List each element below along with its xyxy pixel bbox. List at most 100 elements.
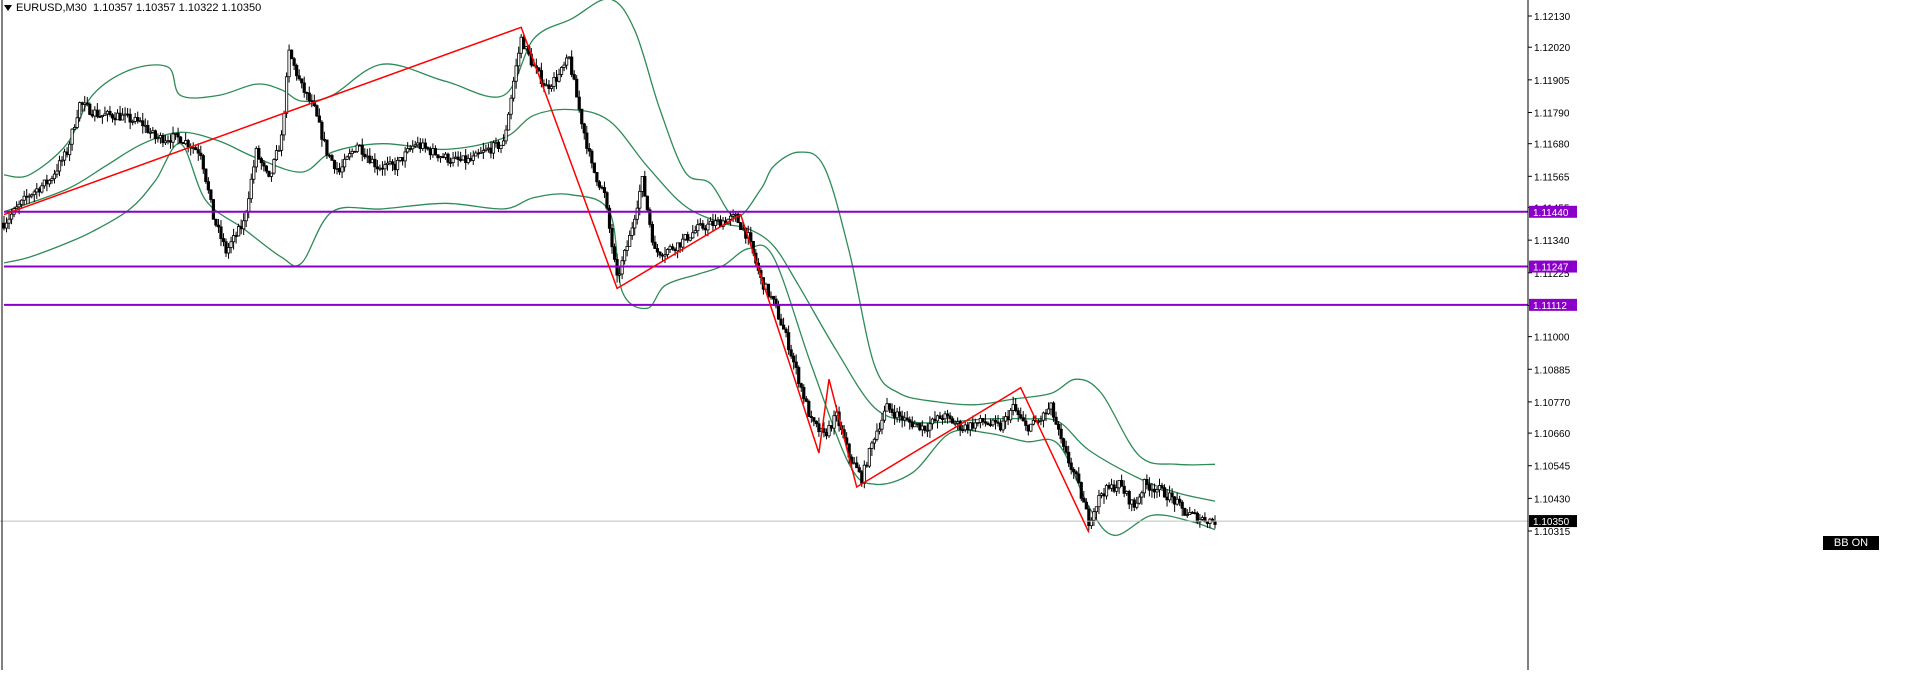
- candle: [491, 140, 496, 160]
- candle: [433, 145, 438, 156]
- candle: [1102, 487, 1106, 504]
- candle: [446, 152, 450, 166]
- candle: [817, 417, 821, 437]
- candle: [718, 215, 723, 227]
- candle: [1173, 495, 1177, 512]
- candle: [443, 151, 448, 160]
- candle: [1046, 402, 1051, 415]
- candle: [300, 78, 304, 89]
- current-price-tag-text: 1.10350: [1533, 517, 1570, 528]
- candle: [1089, 517, 1093, 530]
- candle: [1074, 470, 1078, 481]
- candle: [880, 412, 884, 435]
- candle: [807, 399, 811, 417]
- candle: [345, 155, 349, 160]
- candle: [938, 411, 942, 419]
- candle: [739, 221, 743, 230]
- candle: [872, 437, 877, 450]
- candle: [204, 168, 208, 184]
- candle: [199, 145, 203, 160]
- candle: [295, 63, 299, 81]
- candle: [322, 131, 327, 143]
- candle: [506, 111, 511, 131]
- candle: [1056, 421, 1061, 436]
- candle: [565, 54, 569, 70]
- candle: [47, 179, 52, 188]
- candle: [1162, 484, 1167, 498]
- candle: [242, 213, 246, 236]
- candle: [592, 162, 596, 174]
- candle: [877, 422, 882, 435]
- candle: [272, 158, 276, 175]
- candle: [885, 397, 889, 412]
- candle: [1190, 510, 1194, 515]
- candle: [459, 151, 463, 163]
- candle: [85, 96, 89, 107]
- candle: [597, 180, 602, 191]
- candle: [600, 185, 604, 190]
- candle: [1062, 437, 1066, 451]
- candle: [113, 111, 117, 126]
- candle: [1024, 414, 1028, 431]
- candle: [1120, 474, 1124, 487]
- candle: [151, 126, 155, 134]
- candle: [57, 155, 62, 177]
- candle: [110, 113, 115, 123]
- candle: [237, 223, 241, 237]
- candle: [918, 422, 922, 432]
- candle: [370, 155, 374, 164]
- candle: [832, 410, 836, 435]
- candle: [115, 109, 120, 121]
- candle: [476, 148, 480, 159]
- candle: [269, 172, 274, 182]
- candle: [454, 151, 458, 160]
- candle: [953, 420, 957, 427]
- candle: [146, 120, 150, 134]
- candle: [951, 416, 955, 424]
- candle: [15, 201, 19, 210]
- candle: [385, 156, 390, 171]
- candle: [867, 447, 871, 468]
- y-tick-label: 1.11565: [1534, 172, 1570, 183]
- candle: [332, 159, 337, 174]
- candle: [1115, 480, 1119, 496]
- candle: [935, 414, 940, 429]
- candle: [358, 144, 362, 147]
- candle: [701, 220, 705, 231]
- candle: [499, 144, 503, 154]
- candle: [60, 156, 64, 167]
- dropdown-triangle-icon[interactable]: [4, 5, 12, 12]
- candle: [892, 404, 897, 425]
- bb-on-badge[interactable]: BB ON: [1823, 536, 1879, 550]
- y-tick-label: 1.10315: [1534, 527, 1571, 538]
- candle: [451, 151, 455, 167]
- candle: [925, 423, 929, 438]
- candle: [131, 119, 135, 126]
- candle: [88, 102, 92, 116]
- candle: [978, 414, 982, 429]
- candle: [436, 154, 440, 162]
- candle: [75, 109, 79, 130]
- candle: [120, 108, 125, 121]
- horizontal-levels[interactable]: [4, 210, 1528, 306]
- candle: [504, 125, 508, 145]
- candle: [7, 213, 11, 230]
- candle: [418, 138, 422, 153]
- candle: [688, 237, 692, 242]
- candle: [862, 460, 866, 489]
- candle: [549, 84, 554, 92]
- y-tick-label: 1.10545: [1534, 462, 1571, 473]
- candle: [908, 416, 912, 430]
- candle: [52, 169, 57, 184]
- candle: [254, 146, 258, 173]
- candle: [62, 148, 67, 166]
- candle: [1135, 496, 1139, 510]
- candle: [277, 145, 281, 152]
- candle: [983, 414, 988, 427]
- candle: [390, 159, 395, 172]
- candle: [633, 214, 637, 236]
- candle: [1167, 485, 1172, 503]
- candle: [138, 117, 142, 123]
